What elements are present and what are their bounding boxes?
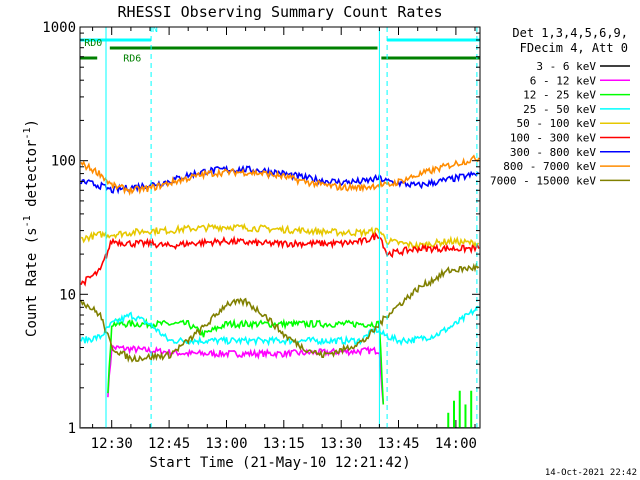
legend-item-4: 25 - 50 keV	[523, 103, 630, 116]
x-tick-label-6: 13:45	[377, 436, 419, 452]
plot-area: N RD0 RD6	[80, 24, 480, 428]
chart-title: RHESSI Observing Summary Count Rates	[117, 3, 442, 21]
legend: Det 1,3,4,5,6,9, FDecim 4, Att 0 3 - 6 k…	[490, 26, 630, 187]
legend-item-7: 300 - 800 keV	[510, 146, 630, 159]
x-tick-label-2: 12:45	[148, 436, 190, 452]
legend-item-5: 50 - 100 keV	[517, 117, 630, 130]
x-tick-label-7: 14:00	[435, 436, 477, 452]
series-line-6	[80, 231, 480, 287]
series-line-8	[80, 154, 480, 197]
x-tick-label-4: 13:15	[263, 436, 305, 452]
y-axis-label: Count Rate (s-1 detector-1)	[22, 119, 40, 337]
y-axis-label-exponent-1: -1	[22, 215, 33, 227]
x-axis-label: Start Time (21-May-10 12:21:42)	[149, 455, 410, 471]
x-tick-label-1: 12:30	[91, 436, 133, 452]
legend-label: 25 - 50 keV	[523, 103, 596, 116]
x-tick-label-5: 13:30	[320, 436, 362, 452]
y-axis-label-exponent-2: -1	[22, 127, 33, 139]
timestamp: 14-Oct-2021 22:42	[545, 468, 637, 478]
annotation-label-1: N	[152, 24, 158, 35]
legend-label: 7000 - 15000 keV	[490, 174, 596, 187]
legend-label: 800 - 7000 keV	[503, 160, 596, 173]
axis-ticks: 1 10 100 1000 12:30 12:45 13:00 13:15 13:30 13:45…	[42, 20, 480, 452]
y-axis-label-part-3: )	[24, 119, 40, 127]
legend-item-9: 7000 - 15000 keV	[490, 174, 630, 187]
legend-item-3: 12 - 25 keV	[523, 89, 630, 102]
legend-item-2: 6 - 12 keV	[530, 74, 630, 87]
legend-item-8: 800 - 7000 keV	[503, 160, 630, 173]
plot-frame	[79, 26, 481, 429]
legend-item-6: 100 - 300 keV	[510, 132, 630, 145]
y-axis-label-part-1: Count Rate (s	[24, 227, 40, 337]
series-line-7	[80, 164, 480, 195]
annotation-label-3: RD6	[123, 54, 141, 65]
y-tick-label-1: 1	[68, 421, 76, 437]
series-line-5	[80, 222, 479, 251]
series-line-9	[80, 262, 480, 363]
y-tick-label-3: 100	[51, 154, 76, 170]
legend-header-line-1: Det 1,3,4,5,6,9,	[512, 26, 628, 40]
legend-label: 12 - 25 keV	[523, 89, 596, 102]
legend-item-1: 3 - 6 keV	[536, 60, 630, 73]
x-tick-label-3: 13:00	[205, 436, 247, 452]
series-line-4	[80, 305, 480, 347]
y-axis-label-part-2: detector	[24, 140, 40, 216]
legend-label: 3 - 6 keV	[536, 60, 596, 73]
legend-label: 6 - 12 keV	[530, 74, 597, 87]
legend-label: 100 - 300 keV	[510, 132, 596, 145]
series-line-3	[107, 317, 385, 405]
y-tick-label-2: 10	[59, 287, 76, 303]
annotation-label-2: RD0	[84, 38, 102, 49]
legend-label: 300 - 800 keV	[510, 146, 596, 159]
legend-header-line-2: FDecim 4, Att 0	[520, 41, 628, 55]
y-tick-label-4: 1000	[42, 20, 76, 36]
legend-label: 50 - 100 keV	[517, 117, 597, 130]
